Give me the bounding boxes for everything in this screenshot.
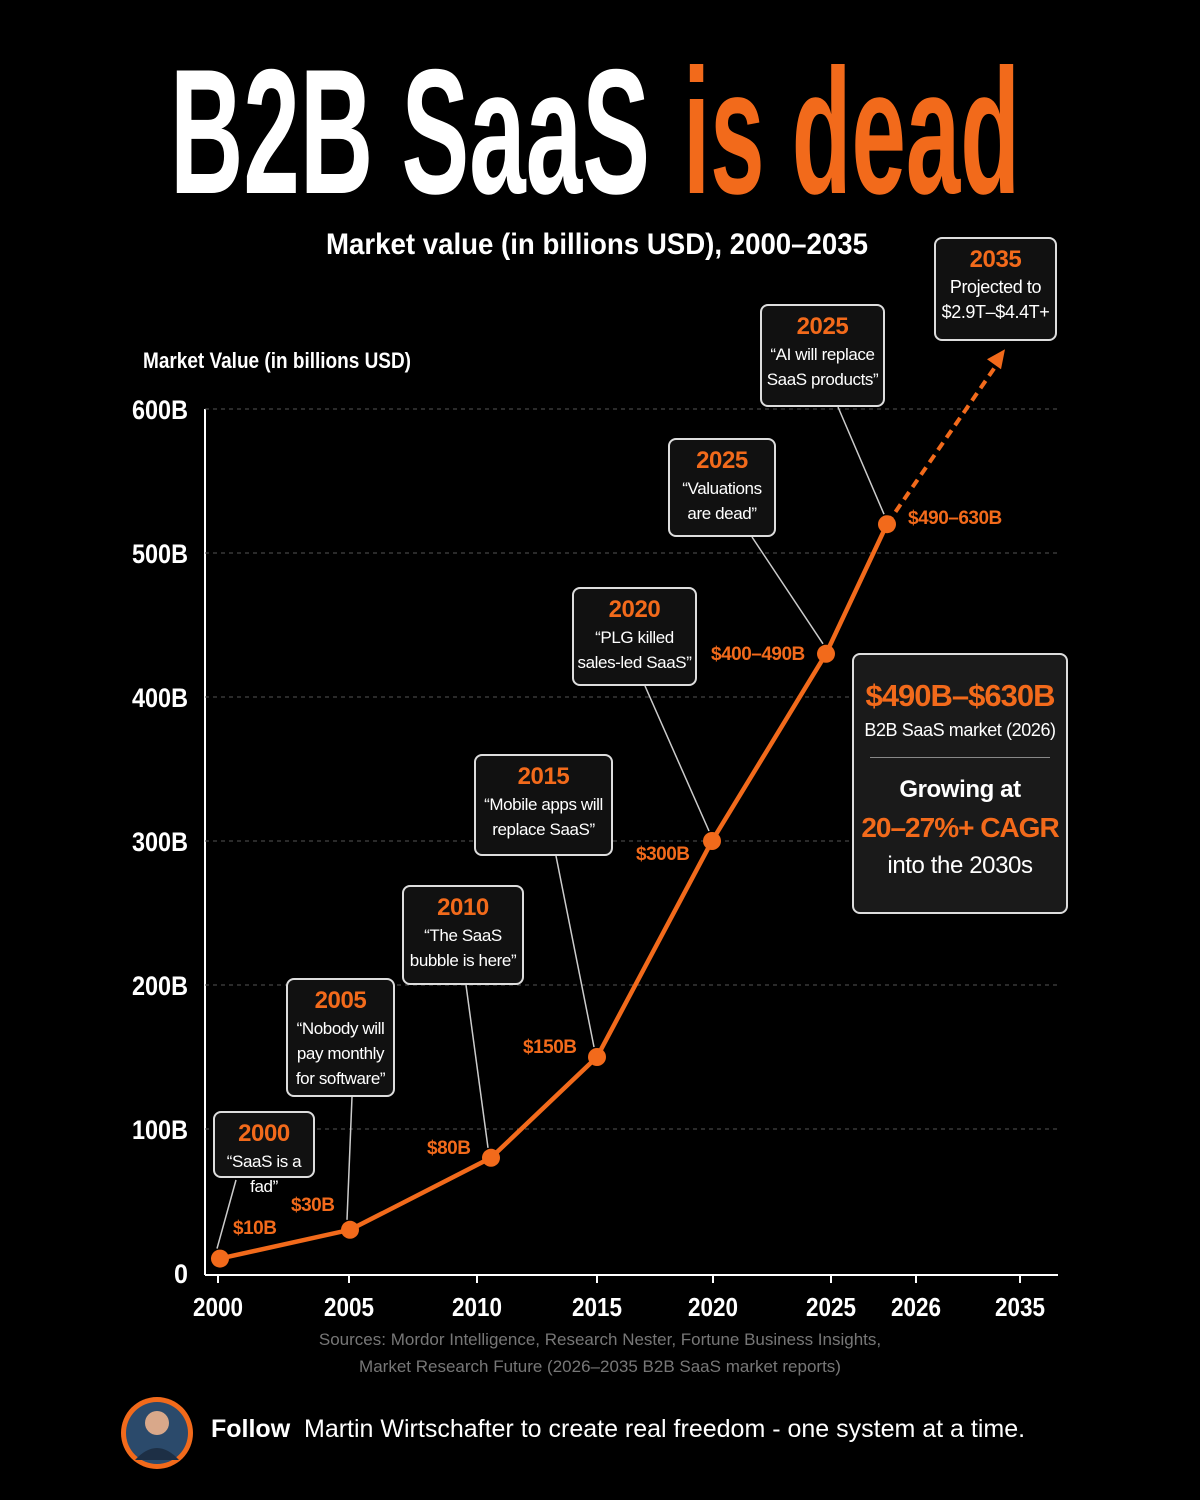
annotation-text: “Nobody will pay monthly for software” — [295, 1019, 386, 1088]
x-tick-label: 2025 — [806, 1292, 856, 1322]
summary-divider — [870, 757, 1050, 758]
annotation-year: 2025 — [696, 447, 748, 474]
data-line — [219, 523, 890, 1261]
annotation-year: 2000 — [238, 1120, 290, 1147]
value-label: $300B — [636, 844, 690, 865]
y-tick-label: 600B — [132, 395, 188, 425]
annotation-year: 2025 — [796, 313, 849, 340]
data-point — [341, 1220, 359, 1239]
y-tick-label: 0 — [174, 1259, 188, 1289]
projection-text: Projected to $2.9T–$4.4T+ — [941, 277, 1050, 322]
footer-text: Martin Wirtschafter to create real freed… — [304, 1415, 1026, 1443]
y-tick-label: 400B — [132, 683, 188, 713]
x-tick-label: 2000 — [193, 1292, 243, 1322]
projection-arrowhead — [987, 349, 1005, 370]
annotation-connector — [644, 685, 710, 832]
annotation-year: 2005 — [314, 987, 367, 1014]
growth-rate: 20–27%+ CAGR — [861, 812, 1059, 843]
value-label: $490–630B — [908, 508, 1002, 529]
summary-range: $490B–$630B — [865, 678, 1056, 713]
y-axis-label: Market Value (in billions USD) — [143, 348, 411, 373]
summary-label: B2B SaaS market (2026) — [864, 720, 1056, 740]
title: B2B SaaS — [170, 32, 650, 231]
y-tick-label: 200B — [132, 971, 188, 1001]
data-point — [878, 515, 896, 534]
projection-box: 2035 Projected to $2.9T–$4.4T+ — [934, 237, 1057, 341]
x-tick-label: 2015 — [572, 1292, 622, 1322]
annotation-year: 2015 — [517, 763, 570, 790]
annotation-connector — [216, 1179, 237, 1249]
data-point — [703, 832, 721, 850]
annotation-connector — [751, 536, 824, 645]
x-tick-label: 2026 — [891, 1292, 941, 1322]
annotation-connector — [465, 984, 489, 1148]
data-point — [588, 1048, 606, 1066]
annotation-box: 2000 “SaaS is a fad” — [213, 1111, 315, 1196]
growth-outro: into the 2030s — [887, 852, 1033, 879]
annotation-year: 2020 — [608, 596, 661, 623]
annotation-text: “AI will replace SaaS products” — [766, 345, 879, 389]
y-tick-label: 100B — [132, 1115, 188, 1145]
growth-intro: Growing at — [899, 776, 1021, 803]
annotation-text: “The SaaS bubble is here” — [409, 926, 517, 970]
annotation-connector — [555, 855, 595, 1048]
annotation-text: “Valuations are dead” — [682, 479, 762, 523]
annotation-box: 2010 “The SaaS bubble is here” — [402, 885, 524, 985]
footer-follow: Follow — [211, 1415, 291, 1443]
data-point — [211, 1249, 229, 1268]
projection-year: 2035 — [969, 246, 1022, 273]
sources: Sources: Mordor Intelligence, Research N… — [318, 1330, 882, 1376]
y-tick-label: 300B — [132, 827, 188, 857]
annotation-year: 2010 — [437, 894, 489, 921]
annotation-box: 2025 “AI will replace SaaS products” — [760, 304, 885, 407]
data-point — [482, 1148, 500, 1167]
value-label: $400–490B — [711, 644, 805, 665]
x-tick-label: 2035 — [995, 1292, 1045, 1322]
annotation-text: “PLG killed sales-led SaaS” — [577, 628, 692, 672]
projection-arrow — [885, 363, 999, 526]
x-tick-label: 2010 — [452, 1292, 502, 1322]
annotation-connector — [346, 1096, 353, 1220]
value-label: $150B — [523, 1037, 577, 1058]
x-tick-label: 2005 — [324, 1292, 374, 1322]
annotation-box: 2020 “PLG killed sales-led SaaS” — [572, 587, 697, 686]
avatar-face — [145, 1411, 169, 1435]
value-label: $10B — [233, 1218, 277, 1239]
annotation-text: “SaaS is a fad” — [226, 1152, 302, 1196]
value-label: $80B — [427, 1138, 471, 1159]
x-tick-label: 2020 — [688, 1292, 738, 1322]
value-label: $30B — [291, 1195, 335, 1216]
annotation-box: 2015 “Mobile apps will replace SaaS” — [474, 754, 613, 856]
annotation-box: 2025 “Valuations are dead” — [668, 438, 776, 537]
y-tick-label: 500B — [132, 539, 188, 569]
annotation-connector — [837, 406, 885, 515]
title-highlight: is dead — [683, 32, 1020, 231]
annotation-text: “Mobile apps will replace SaaS” — [484, 795, 603, 839]
avatar-body — [135, 1448, 179, 1460]
annotation-box: 2005 “Nobody will pay monthly for softwar… — [286, 978, 395, 1097]
subtitle: Market value (in billions USD), 2000–203… — [326, 228, 868, 261]
summary-box: $490B–$630B B2B SaaS market (2026) Growing… — [852, 653, 1068, 914]
data-point — [817, 644, 835, 663]
